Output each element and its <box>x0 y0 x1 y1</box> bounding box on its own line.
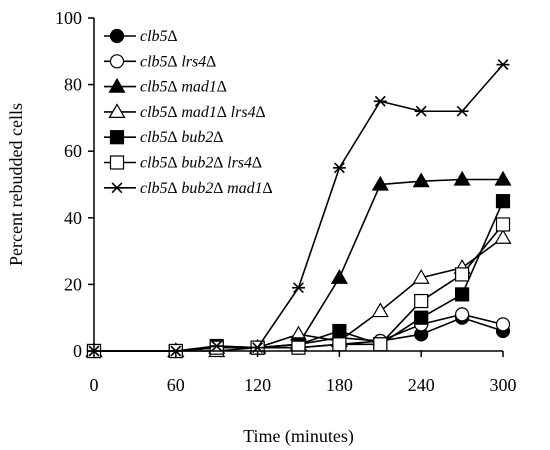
x-tick-label: 240 <box>408 375 435 395</box>
legend-label: clb5∆ mad1∆ lrs4∆ <box>140 104 266 121</box>
x-tick-label: 0 <box>90 375 99 395</box>
legend-marker <box>109 54 125 69</box>
x-tick-label: 60 <box>167 375 185 395</box>
data-point <box>373 95 387 107</box>
legend-entry-3: clb5∆ mad1∆ lrs4∆ <box>104 103 266 121</box>
y-tick-label: 60 <box>64 141 82 161</box>
y-tick-label: 40 <box>64 208 82 228</box>
x-axis-title: Time (minutes) <box>243 426 354 447</box>
star-stroke <box>374 95 386 107</box>
legend-marker <box>109 130 125 145</box>
data-point <box>494 229 512 244</box>
star-stroke <box>111 182 123 194</box>
y-tick-label: 100 <box>55 8 82 28</box>
legend-entry-1: clb5∆ lrs4∆ <box>104 53 216 70</box>
y-tick-label: 80 <box>64 75 82 95</box>
x-tick-label: 180 <box>326 375 353 395</box>
legend-label: clb5∆ bub2∆ lrs4∆ <box>140 155 262 172</box>
star-stroke <box>293 282 304 294</box>
data-point <box>414 105 428 117</box>
legend-entry-0: clb5∆ <box>104 28 178 45</box>
data-point <box>291 340 306 355</box>
legend-marker <box>108 103 126 119</box>
series-line <box>94 223 504 352</box>
data-point <box>332 323 347 339</box>
data-point <box>495 317 511 332</box>
data-point <box>455 287 470 302</box>
legend-label: clb5∆ lrs4∆ <box>140 53 216 70</box>
data-point <box>495 217 511 232</box>
legend-entry-4: clb5∆ bub2∆ <box>104 129 223 146</box>
legend-entry-2: clb5∆ mad1∆ <box>104 77 227 96</box>
series-line <box>94 64 504 352</box>
data-point <box>332 337 347 352</box>
star-stroke <box>497 59 509 71</box>
legend-entry-5: clb5∆ bub2∆ lrs4∆ <box>104 155 262 172</box>
legend-label: clb5∆ bub2∆ <box>140 129 223 146</box>
data-point <box>494 170 512 186</box>
data-point <box>209 340 224 355</box>
data-point <box>414 310 429 325</box>
data-point <box>330 269 348 284</box>
x-tick-label: 300 <box>490 375 517 395</box>
data-point <box>455 307 470 322</box>
x-tick-label: 120 <box>244 375 271 395</box>
data-point <box>455 267 470 282</box>
data-point <box>210 340 224 352</box>
data-point <box>371 302 389 318</box>
data-point <box>292 282 305 294</box>
data-point <box>412 172 430 188</box>
legend-marker <box>110 182 124 194</box>
data-point <box>496 59 510 71</box>
legend-label: clb5∆ bub2∆ mad1∆ <box>140 180 273 197</box>
legend-marker <box>109 155 125 170</box>
legend-marker <box>108 77 126 93</box>
data-point <box>414 293 429 309</box>
data-point <box>412 269 430 284</box>
star-stroke <box>333 162 345 174</box>
data-point <box>373 337 388 352</box>
y-tick-label: 0 <box>73 341 82 361</box>
data-point <box>455 105 469 117</box>
legend: clb5∆ clb5∆ lrs4∆ clb5∆ mad1∆ clb5∆ mad1∆ l… <box>104 28 273 197</box>
y-tick-label: 20 <box>64 274 82 294</box>
y-axis-title: Percent rebudded cells <box>6 103 26 266</box>
legend-entry-6: clb5∆ bub2∆ mad1∆ <box>104 180 273 197</box>
legend-label: clb5∆ mad1∆ <box>140 79 227 96</box>
star-stroke <box>456 105 468 117</box>
legend-marker <box>109 28 125 44</box>
data-point <box>453 170 471 186</box>
axes: 0 20 40 60 80 100 0 60 120 180 240 300 <box>55 8 517 395</box>
legend-label: clb5∆ <box>140 28 178 45</box>
star-stroke <box>415 105 427 117</box>
data-point <box>495 194 511 209</box>
data-point <box>371 175 389 191</box>
data-point <box>332 162 346 174</box>
star-stroke <box>211 340 223 352</box>
